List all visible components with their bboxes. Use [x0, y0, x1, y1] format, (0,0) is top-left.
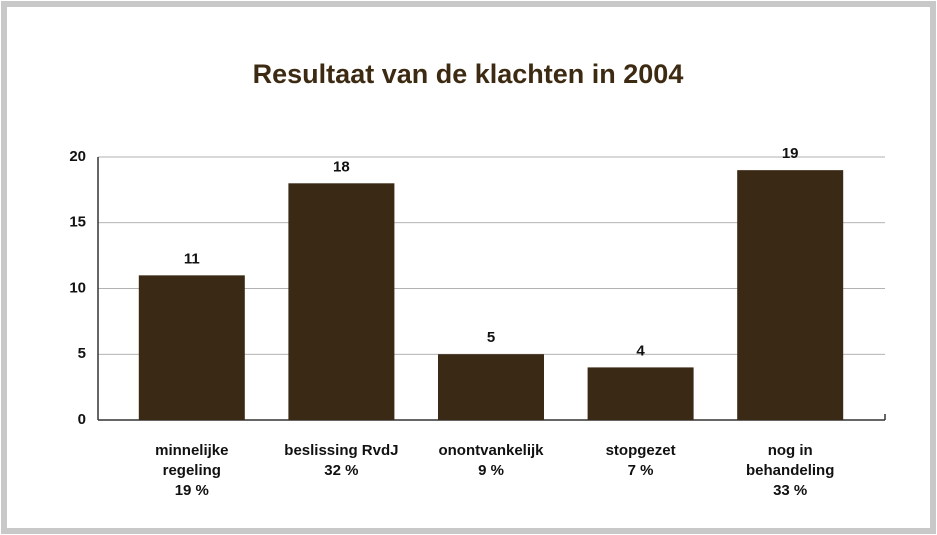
y-tick-label: 20	[69, 148, 86, 165]
x-tick-label: nog in behandeling	[746, 442, 835, 479]
value-label: 11	[184, 250, 200, 267]
x-tick-label: stopgezet	[605, 442, 676, 459]
value-label: 4	[636, 342, 645, 359]
share-label: 32 %	[324, 462, 359, 479]
value-label: 5	[487, 329, 495, 346]
share-label: 33 %	[773, 482, 808, 499]
chart-title: Resultaat van de klachten in 2004	[253, 59, 684, 89]
y-tick-label: 0	[78, 411, 86, 428]
bar	[138, 275, 245, 420]
bar	[737, 170, 844, 420]
share-label: 7 %	[627, 462, 654, 479]
y-tick-label: 5	[78, 345, 86, 362]
share-label: 9 %	[478, 462, 504, 479]
y-tick-label: 10	[69, 279, 86, 296]
value-label: 18	[333, 158, 350, 175]
bar	[587, 367, 694, 420]
bar	[288, 183, 395, 420]
share-label: 19 %	[174, 482, 209, 499]
value-label: 19	[782, 145, 799, 162]
y-tick-label: 15	[69, 214, 86, 231]
x-tick-label: beslissing RvdJ	[284, 442, 399, 459]
bar	[438, 354, 544, 420]
x-tick-label: onontvankelijk	[438, 442, 544, 459]
x-tick-label: minnelijke regeling	[155, 442, 229, 479]
